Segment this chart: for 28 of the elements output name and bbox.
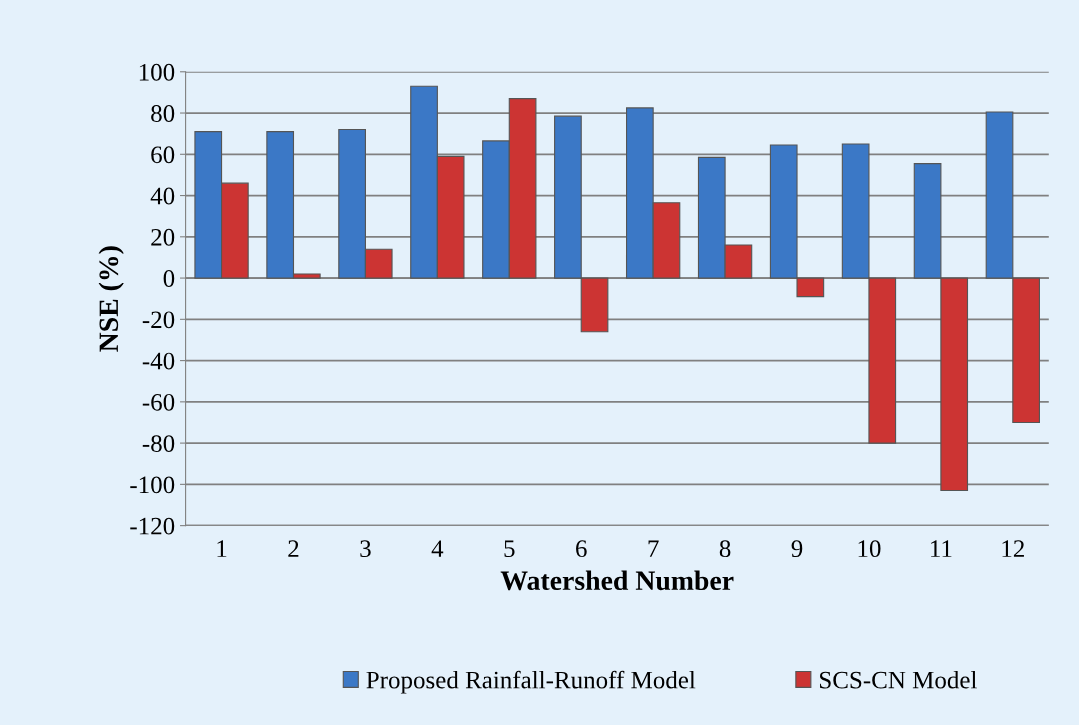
x-tick-label: 9 bbox=[791, 540, 803, 558]
y-tick-label: -40 bbox=[142, 352, 175, 370]
y-axis-title: NSE (%) bbox=[98, 246, 124, 352]
x-tick-label: 2 bbox=[288, 540, 299, 557]
y-tick-label: 100 bbox=[139, 63, 175, 81]
x-axis-title: Watershed Number bbox=[500, 570, 734, 591]
y-tick-label: -120 bbox=[130, 517, 175, 535]
y-tick-label: -60 bbox=[142, 393, 175, 411]
y-tick-label: 80 bbox=[151, 105, 175, 122]
y-tick-label: -20 bbox=[142, 311, 175, 329]
y-tick-label: 20 bbox=[151, 228, 175, 246]
y-tick-label: -100 bbox=[130, 476, 175, 494]
x-tick-label: 12 bbox=[1002, 540, 1024, 557]
y-tick-label: -80 bbox=[142, 435, 175, 453]
x-tick-label: 1 bbox=[217, 540, 227, 557]
x-tick-label: 7 bbox=[648, 540, 659, 557]
legend-label: SCS-CN Model bbox=[820, 670, 977, 689]
x-tick-label: 4 bbox=[431, 540, 444, 557]
y-tick-label: 60 bbox=[151, 146, 175, 164]
y-tick-label: 0 bbox=[163, 270, 175, 287]
x-tick-label: 11 bbox=[931, 540, 952, 557]
legend-label: Proposed Rainfall-Runoff Model bbox=[366, 670, 696, 694]
x-tick-label: 8 bbox=[719, 540, 731, 558]
x-tick-label: 3 bbox=[360, 540, 371, 558]
x-tick-label: 5 bbox=[504, 540, 515, 558]
x-tick-label: 10 bbox=[858, 540, 881, 558]
x-tick-label: 6 bbox=[576, 540, 587, 558]
y-tick-label: 40 bbox=[150, 187, 175, 205]
